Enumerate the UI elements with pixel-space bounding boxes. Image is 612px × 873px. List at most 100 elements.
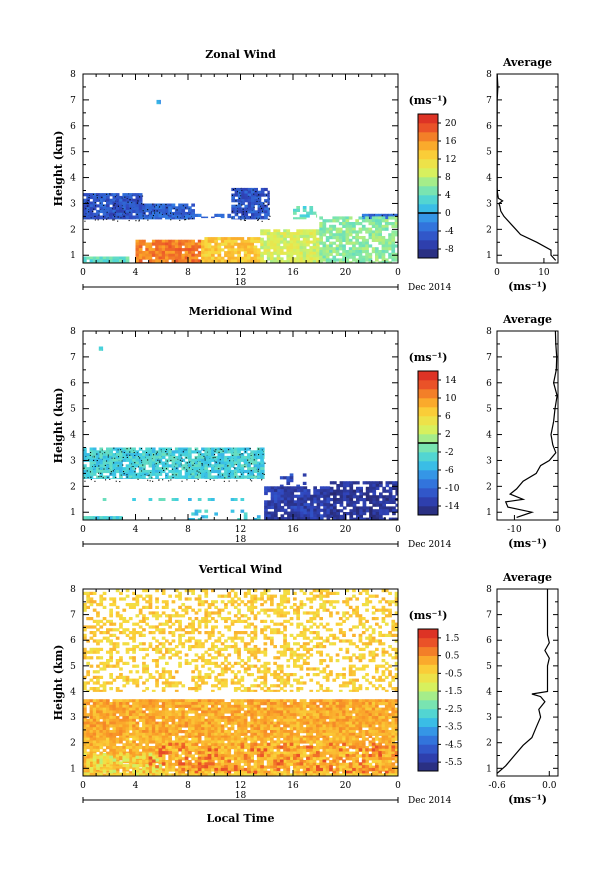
data-cell bbox=[145, 699, 149, 703]
data-cell bbox=[181, 256, 186, 260]
data-cell bbox=[279, 476, 284, 480]
zero-contour-dot bbox=[133, 452, 135, 454]
data-cell bbox=[135, 458, 140, 462]
data-cell bbox=[171, 746, 176, 750]
zero-contour-dot bbox=[98, 476, 100, 478]
data-cell bbox=[155, 713, 159, 717]
data-cell bbox=[299, 229, 304, 233]
zero-contour-dot bbox=[232, 454, 234, 456]
zero-contour-dot bbox=[180, 463, 182, 465]
data-cell bbox=[289, 710, 294, 714]
data-cell bbox=[368, 724, 373, 728]
data-cell bbox=[188, 472, 192, 476]
data-cell bbox=[92, 721, 97, 725]
data-cell bbox=[89, 713, 94, 717]
data-cell bbox=[158, 735, 163, 738]
day-label: 18 bbox=[235, 278, 247, 288]
data-cell bbox=[161, 748, 166, 752]
data-cell bbox=[112, 464, 117, 468]
data-cell bbox=[112, 458, 117, 462]
data-cell bbox=[388, 713, 392, 717]
y-tick-label: 8 bbox=[70, 327, 76, 337]
data-cell bbox=[279, 727, 284, 731]
data-cell bbox=[329, 503, 334, 507]
zero-contour-dot bbox=[94, 202, 96, 204]
data-cell bbox=[251, 207, 255, 211]
data-cell bbox=[270, 497, 275, 501]
data-cell bbox=[161, 713, 166, 717]
data-cell bbox=[145, 737, 149, 741]
data-cell bbox=[296, 240, 300, 244]
data-cell bbox=[161, 718, 166, 722]
data-cell bbox=[323, 505, 327, 510]
data-cell bbox=[276, 243, 281, 247]
data-cell bbox=[188, 699, 192, 703]
zero-contour-dot bbox=[135, 220, 137, 222]
data-cell bbox=[247, 464, 251, 468]
data-cell bbox=[142, 214, 146, 218]
data-cell bbox=[197, 239, 202, 243]
data-cell bbox=[369, 498, 373, 502]
data-cell bbox=[92, 204, 97, 208]
data-cell bbox=[89, 215, 94, 219]
data-cell bbox=[316, 732, 320, 736]
data-cell bbox=[329, 252, 333, 256]
data-cell bbox=[313, 497, 317, 501]
zero-contour-dot bbox=[228, 449, 230, 451]
data-cell bbox=[273, 735, 277, 738]
data-cell bbox=[251, 210, 255, 214]
data-cell bbox=[230, 721, 235, 725]
zero-contour-dot bbox=[186, 479, 188, 481]
data-cell bbox=[201, 469, 205, 474]
data-cell bbox=[217, 455, 222, 460]
data-cell bbox=[306, 257, 310, 261]
data-cell bbox=[358, 250, 363, 254]
data-cell bbox=[214, 467, 218, 471]
data-cell bbox=[168, 458, 172, 462]
data-cell bbox=[128, 748, 133, 752]
data-cell bbox=[394, 718, 399, 722]
data-cell bbox=[178, 718, 182, 722]
data-cell bbox=[302, 232, 307, 236]
data-cell bbox=[165, 721, 169, 725]
data-cell bbox=[188, 464, 192, 468]
data-cell bbox=[181, 447, 186, 451]
data-cell bbox=[348, 250, 353, 254]
data-cell bbox=[316, 491, 321, 496]
data-cell bbox=[168, 203, 172, 207]
avg-y-tick-label: 1 bbox=[486, 508, 492, 518]
data-cell bbox=[260, 716, 264, 720]
data-cell bbox=[361, 724, 366, 728]
data-cell bbox=[214, 718, 218, 722]
data-cell bbox=[244, 190, 249, 194]
data-cell bbox=[142, 724, 146, 728]
zero-contour-dot bbox=[203, 455, 205, 457]
data-cell bbox=[89, 455, 94, 460]
data-cell bbox=[316, 251, 320, 255]
data-cell bbox=[191, 512, 195, 516]
data-cell bbox=[253, 716, 258, 720]
data-cell bbox=[191, 704, 195, 708]
data-cell bbox=[260, 240, 264, 244]
zero-contour-dot bbox=[265, 201, 267, 203]
data-cell bbox=[237, 724, 241, 728]
data-cell bbox=[112, 765, 117, 769]
data-cell bbox=[174, 757, 179, 761]
data-cell bbox=[155, 472, 159, 476]
zero-contour-dot bbox=[209, 479, 211, 481]
data-cell bbox=[283, 476, 287, 480]
data-cell bbox=[381, 702, 386, 706]
data-cell bbox=[191, 214, 195, 218]
data-cell bbox=[148, 245, 153, 249]
data-cell bbox=[194, 727, 199, 731]
data-cell bbox=[240, 732, 245, 736]
data-cell bbox=[381, 732, 386, 736]
zero-contour-dot bbox=[194, 462, 196, 464]
data-cell bbox=[325, 247, 330, 251]
data-cell bbox=[391, 250, 396, 254]
data-cell bbox=[253, 239, 258, 244]
data-cell bbox=[371, 716, 376, 720]
data-cell bbox=[274, 511, 278, 515]
data-cell bbox=[207, 498, 212, 501]
data-cell bbox=[250, 251, 254, 255]
